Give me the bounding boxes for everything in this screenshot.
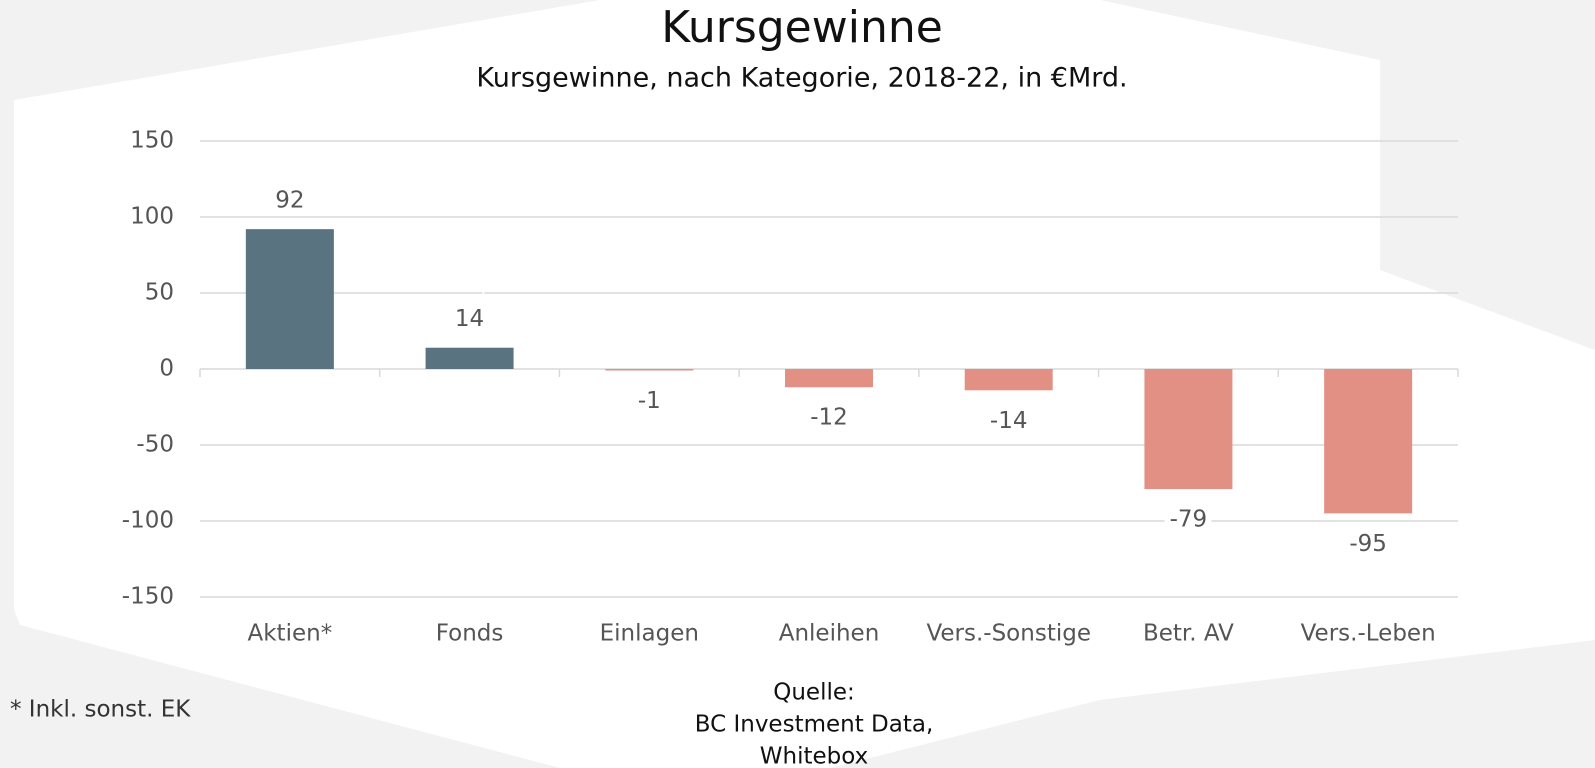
bar	[605, 369, 694, 371]
y-tick-label: -50	[136, 432, 174, 458]
source: BC Investment Data,	[695, 712, 934, 738]
x-tick-label: Betr. AV	[1143, 621, 1234, 647]
value-label: -79	[1170, 507, 1208, 533]
x-tick-label: Vers.-Sonstige	[926, 621, 1091, 647]
y-tick-label: 0	[159, 356, 174, 382]
bar	[1144, 369, 1233, 490]
value-label: -12	[810, 405, 848, 431]
y-tick-label: 100	[130, 204, 174, 230]
chart-subtitle: Kursgewinne, nach Kategorie, 2018-22, in…	[476, 63, 1127, 94]
y-tick-label: 150	[130, 128, 174, 154]
bar	[964, 369, 1053, 391]
y-tick-label: 50	[145, 280, 174, 306]
bar	[245, 229, 334, 369]
value-label: 92	[275, 188, 304, 214]
x-tick-label: Anleihen	[779, 621, 880, 647]
footnote: * Inkl. sonst. EK	[10, 697, 191, 723]
x-tick-label: Fonds	[436, 621, 504, 647]
value-label: -95	[1349, 531, 1387, 557]
source: Whitebox	[760, 744, 868, 768]
y-tick-label: -150	[122, 584, 174, 610]
bar	[425, 347, 514, 369]
chart-title: Kursgewinne	[661, 2, 943, 53]
x-tick-label: Aktien*	[248, 621, 333, 647]
value-label: -14	[990, 408, 1028, 434]
bar	[785, 369, 873, 388]
bar	[1324, 369, 1413, 514]
value-label: 14	[455, 306, 484, 332]
value-label: -1	[638, 388, 661, 414]
x-tick-label: Vers.-Leben	[1301, 621, 1436, 647]
source: Quelle:	[773, 680, 855, 706]
y-tick-label: -100	[122, 508, 174, 534]
x-tick-label: Einlagen	[600, 621, 699, 647]
